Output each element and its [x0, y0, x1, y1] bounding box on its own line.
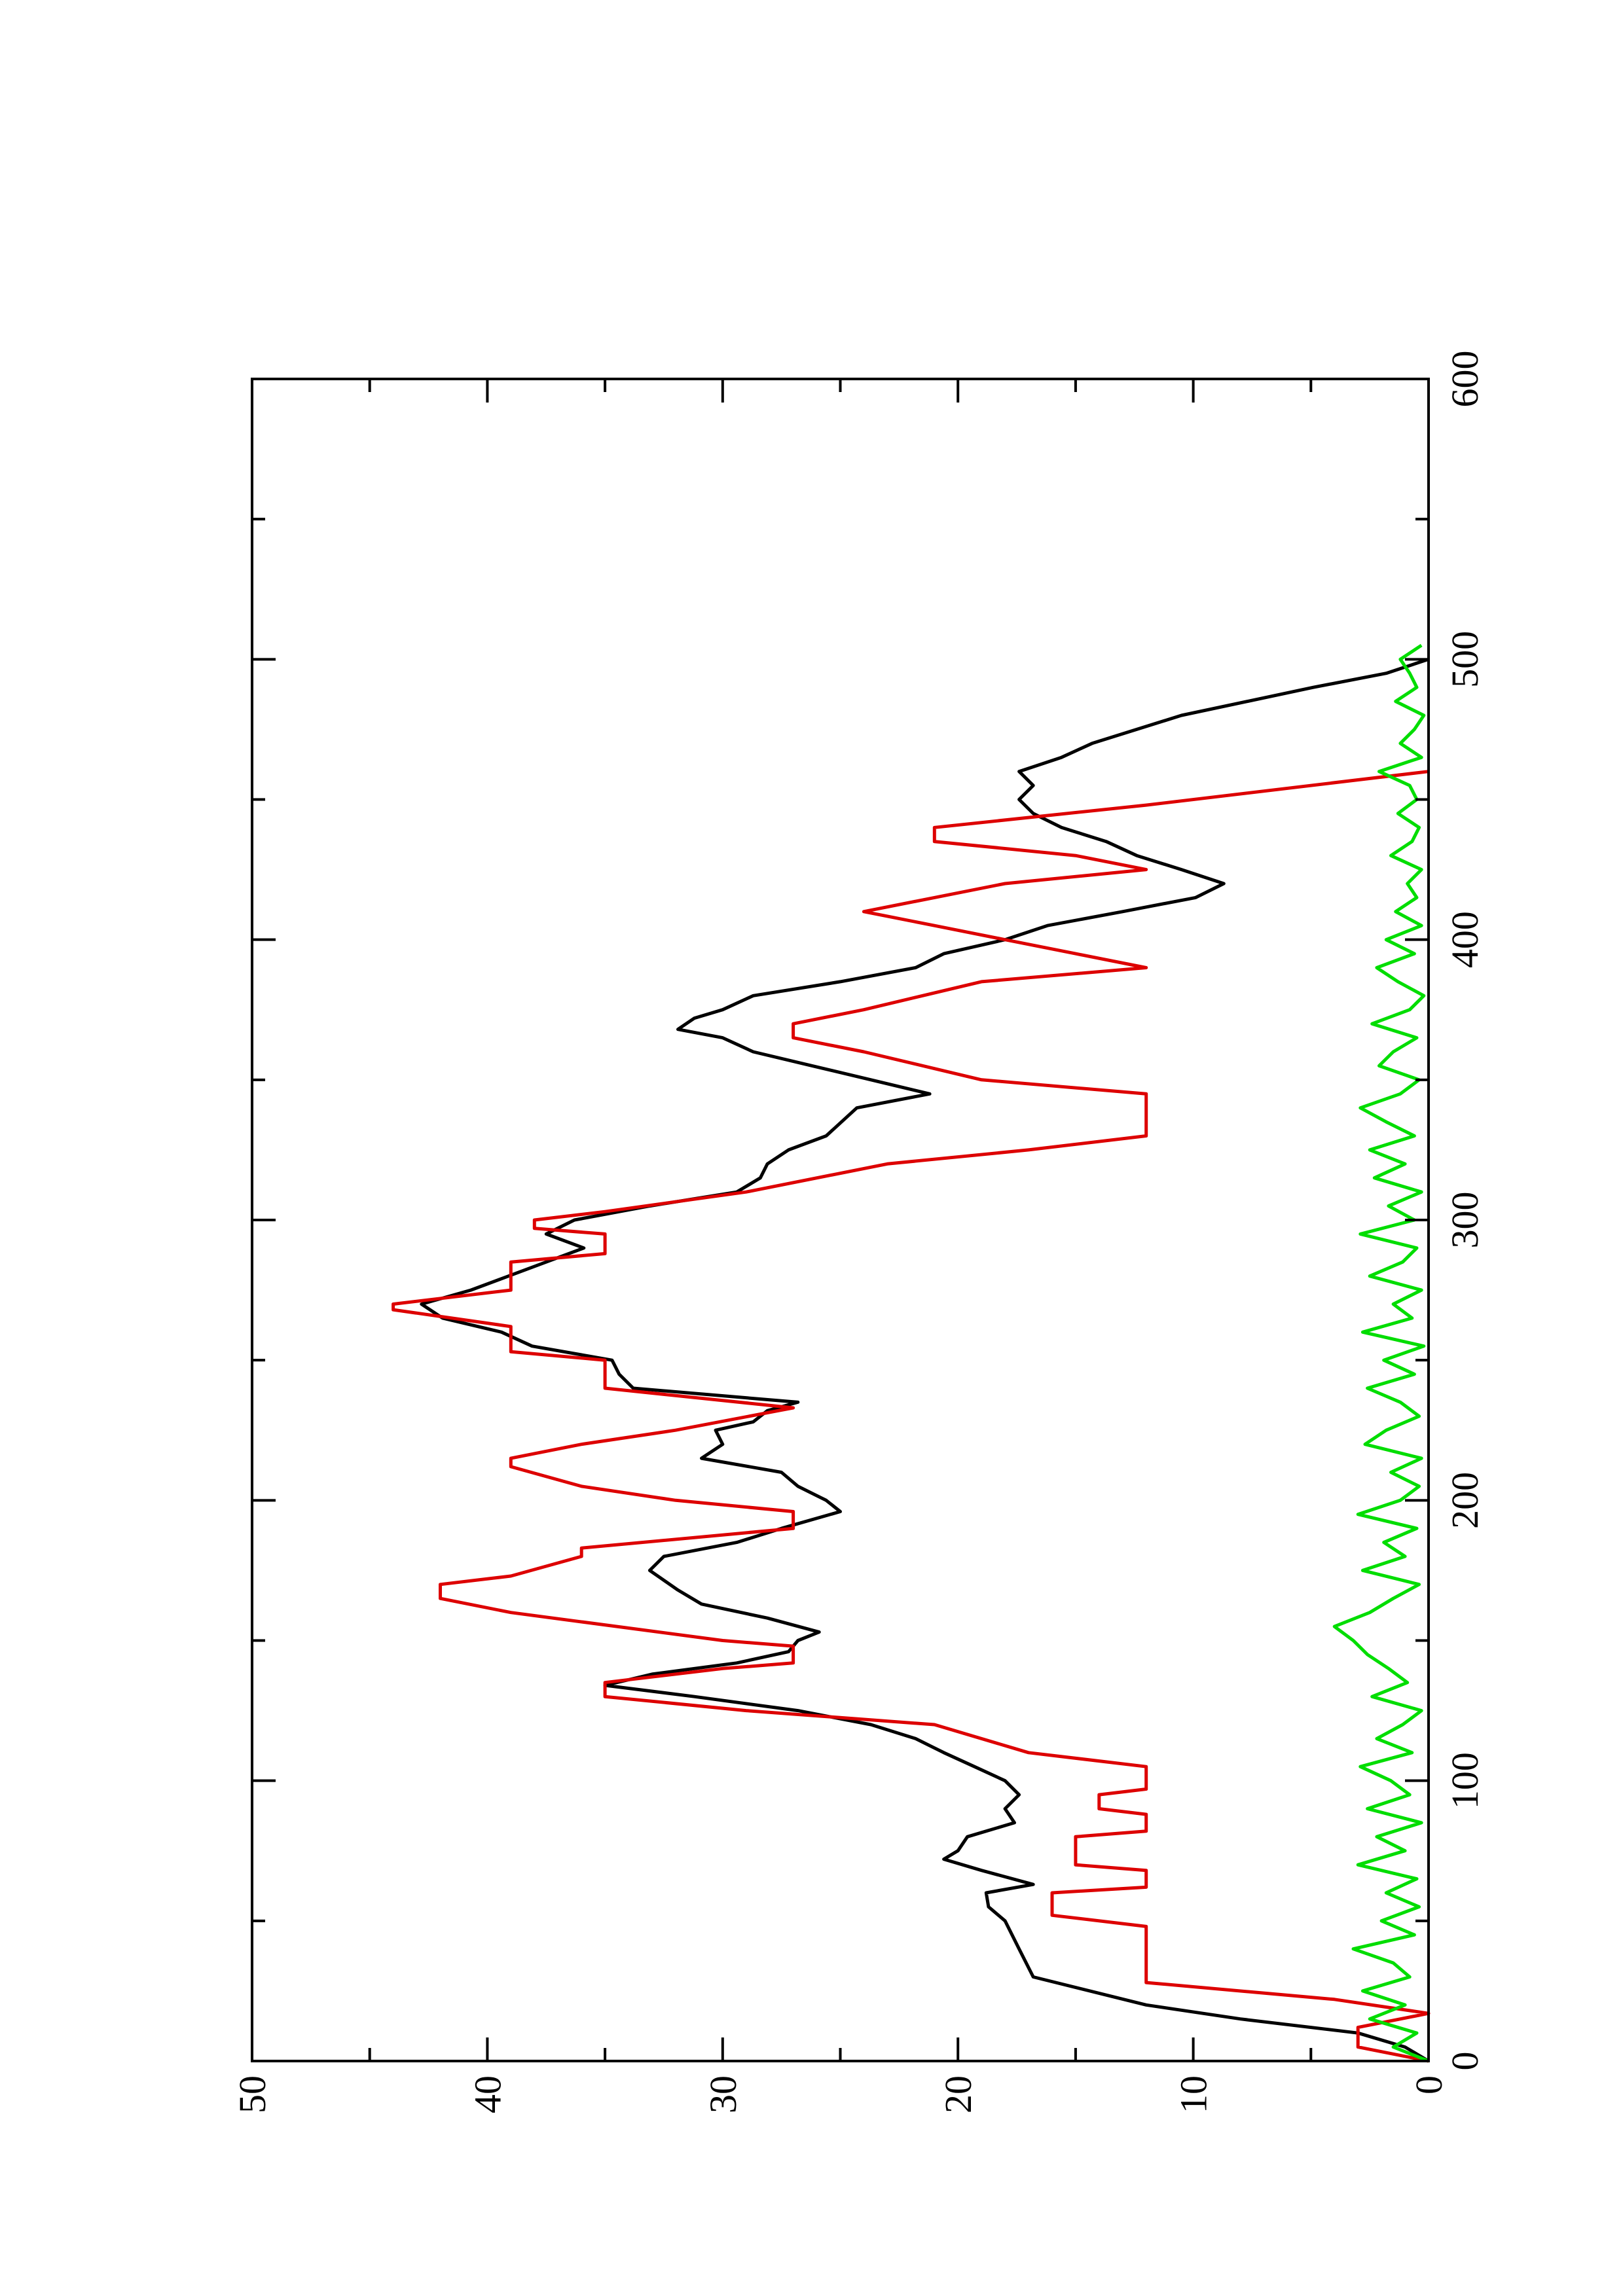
data-line: [420, 657, 1430, 2063]
x-tick-label: 400: [1444, 911, 1486, 968]
data-line: [392, 770, 1431, 2063]
plot-frame: [251, 378, 1430, 2062]
y-tick-label: 30: [702, 2075, 744, 2113]
y-tick-label: 40: [466, 2075, 509, 2113]
x-tick-label: 500: [1444, 631, 1486, 688]
y-tick-label: 10: [1173, 2075, 1215, 2113]
y-tick-label: 20: [937, 2075, 979, 2113]
x-tick-label: 300: [1444, 1192, 1486, 1249]
rotated-plot: 0 100 200 300 400 500 600 0 10 20 30 40 50: [231, 351, 1486, 2114]
x-tick-label: 600: [1444, 351, 1486, 408]
x-tick-label: 0: [1444, 2052, 1486, 2071]
y-tick-label: 50: [231, 2075, 274, 2113]
data-line: [1332, 643, 1429, 2063]
x-tick-label: 200: [1444, 1472, 1486, 1529]
x-tick-label: 100: [1444, 1752, 1486, 1809]
y-tick-label: 0: [1408, 2075, 1450, 2094]
